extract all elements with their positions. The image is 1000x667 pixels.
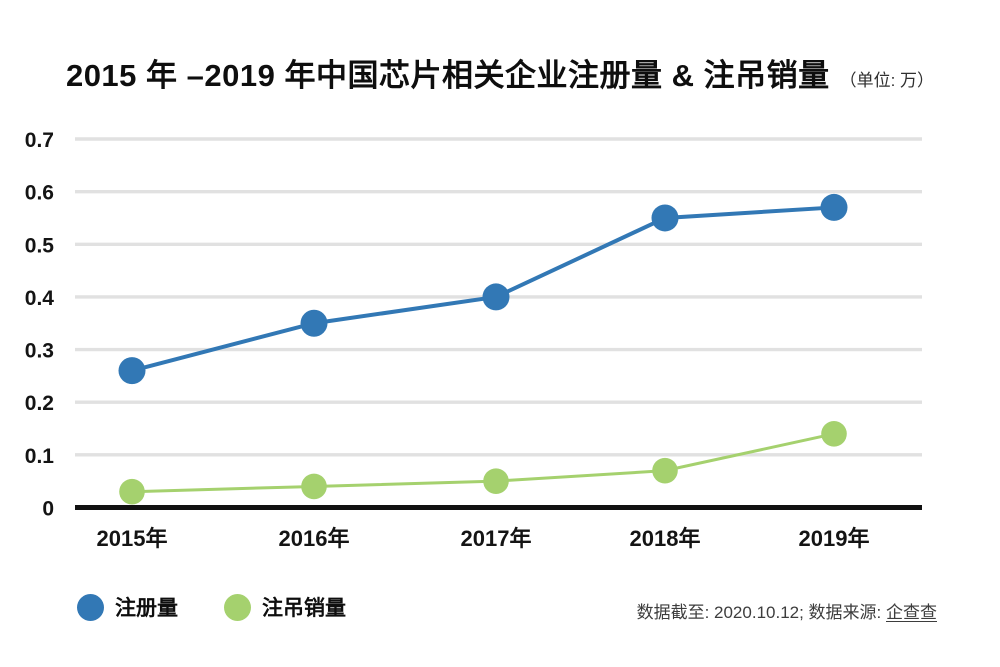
deregistrations-data-point bbox=[821, 421, 847, 447]
y-axis-tick-label: 0 bbox=[42, 498, 54, 521]
registrations-data-point bbox=[300, 309, 328, 337]
y-axis-tick-label: 0.1 bbox=[25, 445, 55, 468]
data-footnote: 数据截至: 2020.10.12; 数据来源: 企查查 bbox=[637, 598, 937, 623]
line-chart-plot-area: 0 0.1 0.2 0.3 0.4 0.5 0.6 0.7 2015年 2016年 2017年 201… bbox=[25, 129, 922, 551]
y-axis-tick-label: 0.3 bbox=[25, 340, 54, 363]
registrations-data-point bbox=[651, 204, 679, 232]
chart-unit-label: （单位: 万） bbox=[839, 71, 935, 90]
y-axis-tick-label: 0.6 bbox=[25, 182, 54, 205]
y-axis-tick-label: 0.4 bbox=[25, 287, 55, 310]
deregistrations-data-point bbox=[483, 468, 509, 494]
line-chart-svg: 0 0.1 0.2 0.3 0.4 0.5 0.6 0.7 2015年 2016年 2017年 201… bbox=[25, 129, 922, 551]
y-axis-tick-label: 0.7 bbox=[25, 129, 54, 152]
chart-title: 2015 年 –2019 年中国芯片相关企业注册量 & 注吊销量 bbox=[65, 58, 830, 93]
data-source-link[interactable]: 企查查 bbox=[886, 603, 937, 622]
registrations-legend-label: 注册量 bbox=[115, 597, 178, 620]
x-axis-tick-label: 2019年 bbox=[799, 526, 870, 551]
registrations-swatch-icon bbox=[77, 593, 104, 621]
deregistrations-data-point bbox=[652, 457, 678, 484]
registrations-line bbox=[131, 205, 835, 373]
legend-item-deregistrations: 注吊销量 bbox=[224, 592, 346, 622]
registrations-data-point bbox=[820, 193, 848, 221]
title-row: 2015 年 –2019 年中国芯片相关企业注册量 & 注吊销量 （单位: 万） bbox=[0, 50, 1000, 95]
legend: 注册量 注吊销量 bbox=[77, 592, 346, 622]
deregistrations-line bbox=[131, 432, 835, 494]
deregistrations-data-point bbox=[119, 478, 145, 505]
deregistrations-data-point bbox=[301, 473, 327, 500]
y-axis-tick-label: 0.2 bbox=[25, 392, 54, 415]
y-axis-tick-label: 0.5 bbox=[25, 234, 55, 257]
deregistrations-legend-label: 注吊销量 bbox=[262, 597, 346, 620]
x-axis-tick-label: 2016年 bbox=[279, 526, 350, 551]
x-axis-tick-label: 2015年 bbox=[97, 526, 168, 551]
registrations-data-point bbox=[482, 283, 510, 311]
x-axis-tick-label: 2018年 bbox=[630, 526, 701, 551]
deregistrations-swatch-icon bbox=[224, 593, 251, 621]
registrations-data-point bbox=[118, 357, 146, 385]
data-cutoff-note: 数据截至: 2020.10.12; 数据来源: bbox=[636, 603, 886, 622]
x-axis-tick-label: 2017年 bbox=[461, 526, 532, 551]
legend-item-registrations: 注册量 bbox=[77, 592, 178, 622]
